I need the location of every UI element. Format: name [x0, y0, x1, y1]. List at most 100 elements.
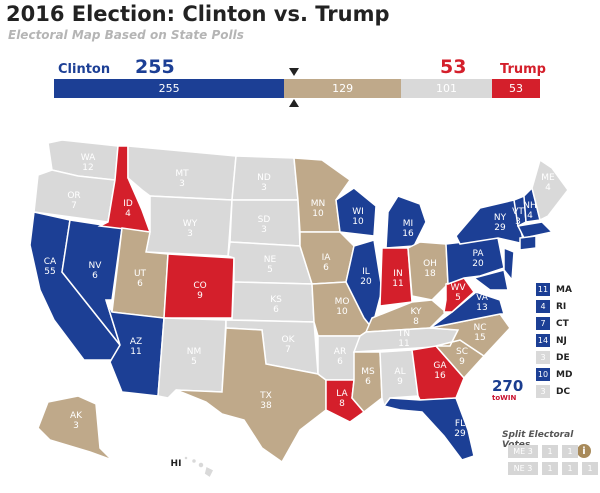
split-state-cell[interactable]: NE 3	[508, 462, 538, 475]
state-ev-sc: 9	[459, 357, 465, 367]
state-CT[interactable]	[519, 235, 537, 251]
state-label-ny: NY	[494, 213, 507, 223]
state-ev-ok: 7	[285, 345, 291, 355]
state-label-wv: WV	[450, 283, 466, 293]
state-label-ms: MS	[361, 367, 375, 377]
state-label-il: IL	[362, 267, 370, 277]
state-label-or: OR	[67, 191, 80, 201]
state-ev-wi: 10	[352, 217, 364, 227]
state-ME[interactable]	[531, 158, 569, 222]
state-label-pa: PA	[472, 249, 484, 259]
state-label-sd: SD	[258, 215, 271, 225]
state-ev-mn: 10	[312, 209, 324, 219]
state-ev-ks: 6	[273, 305, 279, 315]
small-state-ma[interactable]: 11 MA	[536, 282, 572, 297]
state-ev-nm: 5	[191, 357, 197, 367]
state-FL[interactable]	[382, 397, 475, 461]
state-HI[interactable]	[183, 455, 216, 480]
logo-270towin[interactable]: 270 toWIN	[492, 378, 526, 408]
state-ev-al: 9	[397, 377, 403, 387]
state-label-mn: MN	[311, 199, 326, 209]
state-ev-tx: 38	[260, 401, 272, 411]
small-state-abbr: RI	[556, 301, 567, 312]
state-ev-wv: 5	[455, 293, 461, 303]
state-ev-nc: 15	[474, 333, 485, 343]
majority-marker-top	[289, 68, 299, 76]
state-label-tx: TX	[259, 391, 272, 401]
small-state-nj[interactable]: 14 NJ	[536, 333, 572, 348]
small-state-ev-box: 3	[536, 351, 550, 364]
state-label-az: AZ	[130, 337, 142, 347]
state-label-wa: WA	[81, 153, 96, 163]
state-label-nm: NM	[187, 347, 202, 357]
state-label-ar: AR	[334, 347, 346, 357]
small-state-ct[interactable]: 7 CT	[536, 316, 572, 331]
state-label-id: ID	[123, 199, 133, 209]
state-TX[interactable]	[175, 327, 327, 464]
bar-trump-segment: 53	[492, 79, 540, 98]
state-ev-ak: 3	[73, 421, 79, 431]
small-state-de[interactable]: 3 DE	[536, 350, 572, 365]
logo-word: toWIN	[492, 394, 517, 402]
state-WI[interactable]	[335, 187, 377, 237]
state-ev-nh: 4	[527, 211, 533, 221]
electoral-vote-bar: 255 129 101 53	[54, 79, 540, 98]
state-label-fl: FL	[455, 419, 465, 429]
state-ev-vt: 3	[515, 217, 521, 227]
small-state-md[interactable]: 10 MD	[536, 367, 572, 382]
state-label-oh: OH	[423, 259, 437, 269]
state-label-in: IN	[393, 269, 402, 279]
info-icon[interactable]: i	[577, 444, 591, 458]
split-district-cell[interactable]: 1	[542, 462, 558, 475]
state-ev-ar: 6	[337, 357, 343, 367]
state-label-nv: NV	[89, 261, 103, 271]
small-state-ev-box: 3	[536, 385, 550, 398]
state-ev-or: 7	[71, 201, 77, 211]
state-ev-ut: 6	[137, 279, 143, 289]
state-ev-tn: 11	[398, 339, 409, 349]
state-label-sc: SC	[456, 347, 468, 357]
state-label-ak: AK	[70, 411, 83, 421]
state-label-vt: VT	[512, 207, 524, 217]
small-state-ev-box: 14	[536, 334, 550, 347]
small-state-abbr: DE	[556, 352, 570, 363]
majority-marker-bottom	[289, 99, 299, 107]
state-label-ut: UT	[134, 269, 147, 279]
page-title: 2016 Election: Clinton vs. Trump	[6, 2, 390, 26]
state-label-ga: GA	[433, 361, 447, 371]
state-ev-pa: 20	[472, 259, 484, 269]
state-ev-in: 11	[392, 279, 403, 289]
state-MA[interactable]	[516, 221, 554, 239]
small-state-ev-box: 7	[536, 317, 550, 330]
state-ev-me: 4	[545, 183, 551, 193]
state-label-ca: CA	[44, 257, 57, 267]
state-AK[interactable]	[37, 395, 113, 461]
state-label-ok: OK	[282, 335, 296, 345]
bar-clinton-segment: 255	[54, 79, 285, 98]
small-state-ri[interactable]: 4 RI	[536, 299, 572, 314]
state-label-ne: NE	[264, 255, 277, 265]
state-MD[interactable]	[472, 269, 509, 291]
clinton-name: Clinton	[58, 62, 111, 77]
state-label-nc: NC	[473, 323, 486, 333]
state-label-al: AL	[394, 367, 405, 377]
state-label-hi: HI	[171, 459, 182, 469]
split-state-cell[interactable]: ME 3	[508, 445, 538, 458]
state-NJ[interactable]	[503, 246, 515, 282]
state-label-tn: TN	[397, 329, 410, 339]
page-subtitle: Electoral Map Based on State Polls	[8, 28, 244, 42]
split-district-cell[interactable]: 1	[562, 462, 578, 475]
state-label-wi: WI	[352, 207, 364, 217]
state-ev-sd: 3	[261, 225, 267, 235]
split-district-cell[interactable]: 1	[582, 462, 598, 475]
state-WY[interactable]	[145, 195, 233, 257]
clinton-total: 255	[135, 56, 175, 78]
split-district-cell[interactable]: 1	[542, 445, 558, 458]
split-district-cell[interactable]: 1	[562, 445, 578, 458]
small-state-dc[interactable]: 3 DC	[536, 384, 572, 399]
small-state-abbr: CT	[556, 318, 569, 329]
state-label-ky: KY	[410, 307, 422, 317]
state-label-va: VA	[476, 293, 489, 303]
state-ev-mt: 3	[179, 179, 185, 189]
